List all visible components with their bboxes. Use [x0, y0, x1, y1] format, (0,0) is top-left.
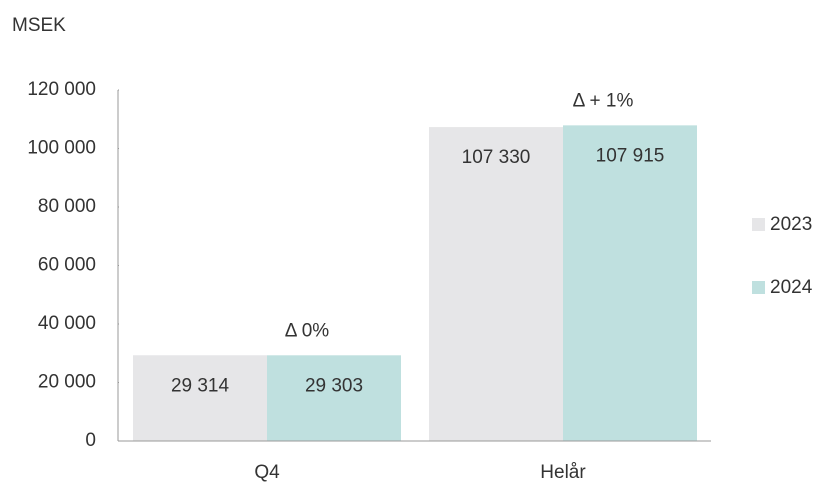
- bar: [267, 355, 401, 441]
- y-tick-label: 40 000: [38, 313, 96, 334]
- bar: [429, 127, 563, 441]
- value-label: 29 303: [305, 375, 363, 396]
- value-label: 107 915: [596, 145, 665, 166]
- value-label: 107 330: [462, 147, 531, 168]
- x-tick-label: Helår: [540, 462, 586, 483]
- legend-swatch: [752, 281, 765, 294]
- x-tick-label: Q4: [254, 462, 280, 483]
- annotation: Δ 0%: [285, 320, 329, 341]
- value-label: 29 314: [171, 375, 230, 396]
- y-tick-label: 20 000: [38, 372, 96, 393]
- y-tick-label: 100 000: [27, 138, 96, 159]
- legend-swatch: [752, 218, 765, 231]
- y-tick-label: 120 000: [27, 79, 96, 100]
- y-tick-label: 80 000: [38, 196, 96, 217]
- bar: [563, 125, 697, 441]
- annotation: Δ + 1%: [573, 90, 634, 111]
- legend-label: 2024: [770, 277, 813, 298]
- y-axis-label: MSEK: [12, 15, 66, 36]
- legend-label: 2023: [770, 214, 812, 235]
- y-tick-label: 0: [85, 430, 96, 451]
- y-tick-label: 60 000: [38, 255, 96, 276]
- bar: [133, 355, 267, 441]
